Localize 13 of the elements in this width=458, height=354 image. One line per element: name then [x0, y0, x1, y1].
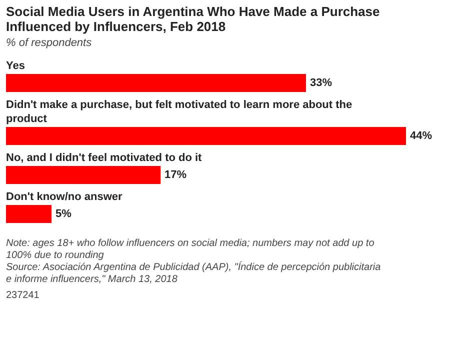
annotation: Note: ages 18+ who follow influencers on social media; numbers may not add up to 100% due to rounding — [6, 238, 375, 261]
text: 237241 — [6, 290, 40, 301]
chart-title: Social Media Users in Argentina Who Have Made a Purchase Influenced by Influencers, Feb 2018 — [6, 4, 380, 34]
source-note: Source: Asociación Argentina de Publicidad (AAP), "Índice de percepción publicitaria e informe influencers," March 13, 2018 — [6, 261, 382, 285]
data-label: 5% — [55, 208, 72, 220]
chart-subtitle: % of respondents — [6, 37, 92, 49]
data-label: 17% — [164, 169, 187, 181]
y-tick-label: Didn't make a purchase, but felt motivated to learn more about the product — [6, 99, 352, 125]
y-tick-label: Don't know/no answer — [6, 191, 124, 203]
y-tick-label: No, and I didn't feel motivated to do it — [6, 152, 202, 164]
y-tick-label: Yes — [6, 60, 25, 72]
data-label: 44% — [410, 130, 432, 142]
data-label: 33% — [310, 77, 332, 89]
